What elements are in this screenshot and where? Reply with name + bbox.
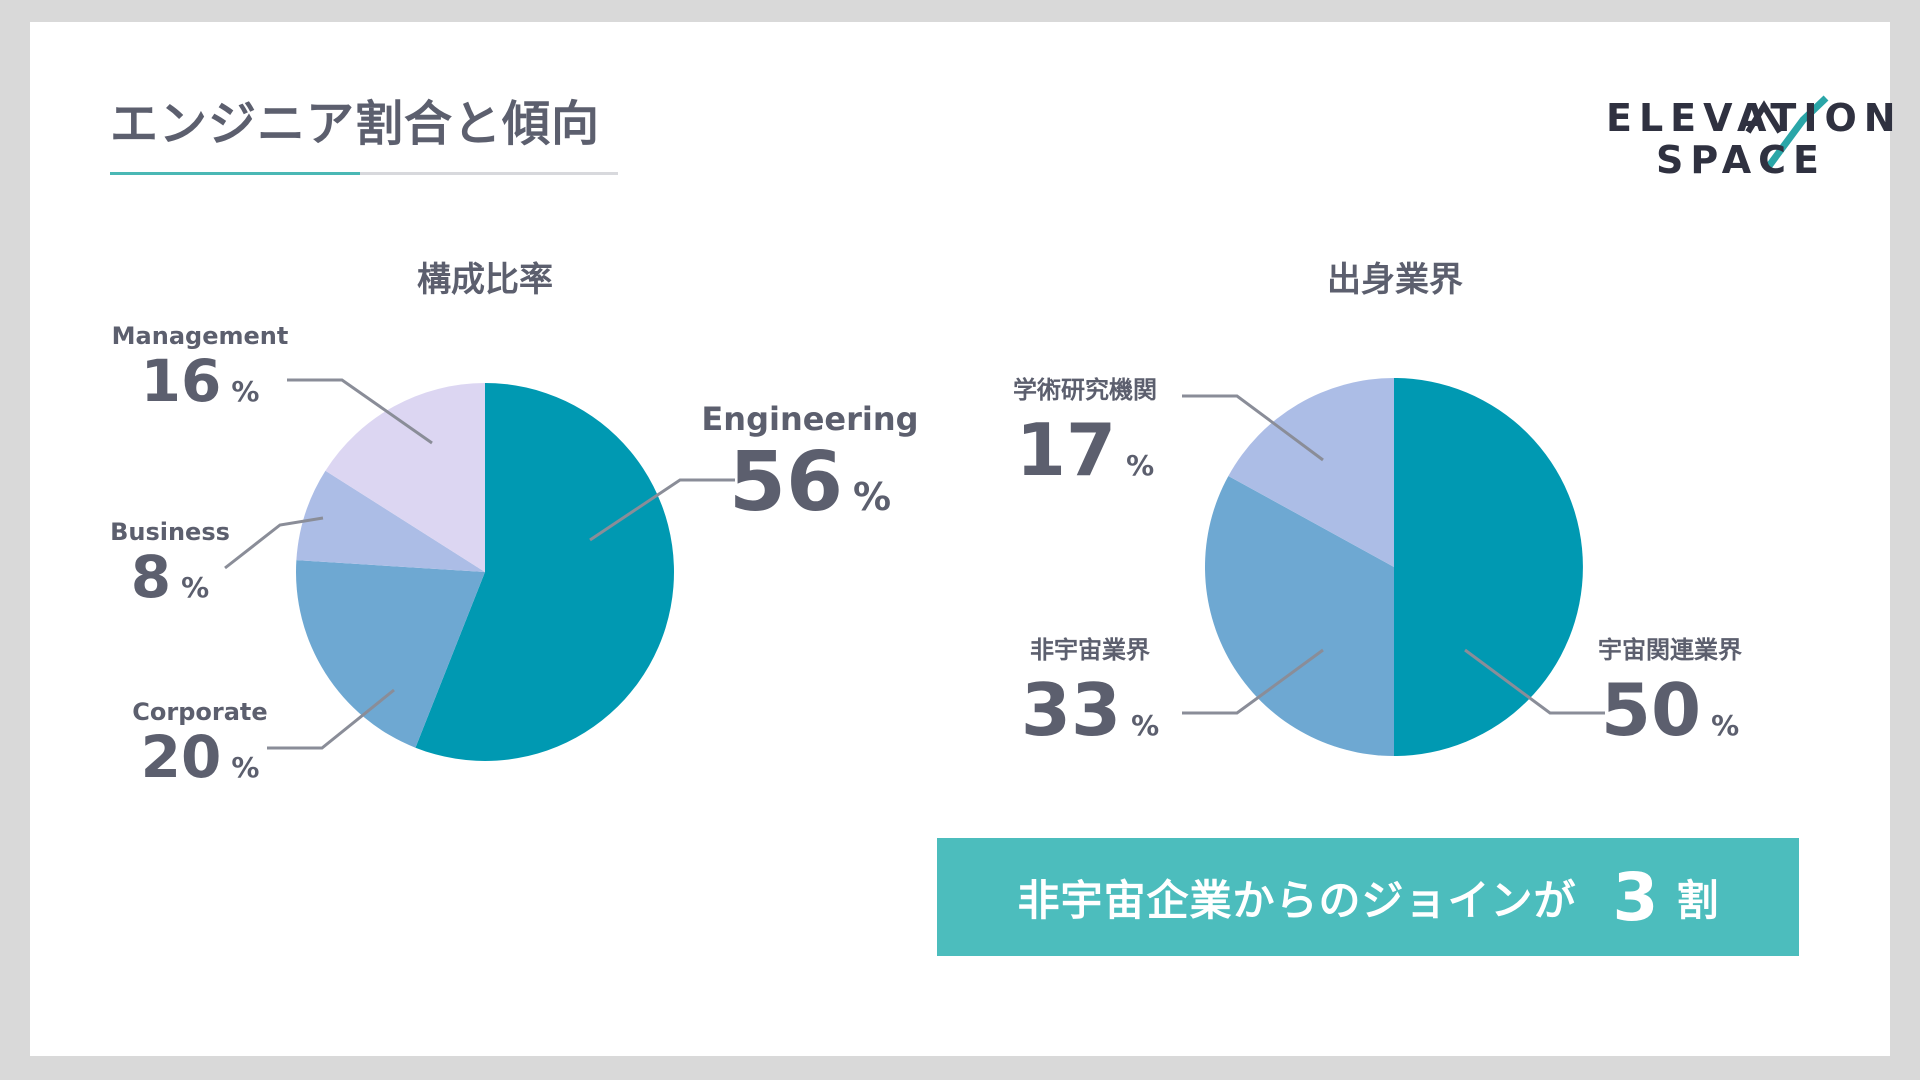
label-academic-value: 17 — [1015, 408, 1117, 492]
label-space-unit: % — [1711, 709, 1740, 742]
label-corporate-unit: % — [231, 751, 260, 784]
label-corporate: Corporate 20% — [120, 698, 280, 788]
label-academic-name: 学術研究機関 — [1013, 376, 1157, 404]
leader-management — [287, 378, 433, 445]
logo-mark-icon — [1745, 95, 1829, 173]
label-management: Management 16% — [110, 322, 290, 412]
label-non-space-value: 33 — [1020, 668, 1122, 752]
leader-corporate — [267, 688, 395, 750]
page-title: エンジニア割合と傾向 — [110, 96, 601, 152]
banner-text: 非宇宙企業からのジョインが — [1017, 875, 1577, 925]
label-engineering-unit: % — [853, 475, 892, 519]
elevation-space-logo: ELEVATION SPACE — [1598, 70, 1898, 182]
leader-space — [1464, 648, 1605, 715]
title-underline — [110, 172, 618, 175]
summary-banner: 非宇宙企業からのジョインが 3 割 — [937, 838, 1799, 956]
label-space-name: 宇宙関連業界 — [1598, 636, 1742, 664]
label-corporate-value: 20 — [140, 723, 222, 791]
composition-slice-3 — [325, 383, 485, 572]
label-business-unit: % — [181, 571, 210, 604]
leader-non-space — [1182, 648, 1324, 715]
composition-slice-1 — [296, 560, 485, 748]
label-space-value: 50 — [1600, 668, 1702, 752]
label-academic-unit: % — [1126, 449, 1155, 482]
industry-slice-0 — [1394, 378, 1583, 756]
label-non-space: 非宇宙業界 33% — [1000, 630, 1180, 755]
label-engineering-name: Engineering — [701, 400, 919, 438]
label-engineering-value: 56 — [728, 435, 844, 530]
pie-chart-composition — [296, 383, 674, 762]
chart-title-composition: 構成比率 — [417, 260, 553, 300]
label-business: Business 8% — [100, 518, 240, 608]
leader-academic — [1182, 394, 1324, 462]
label-academic: 学術研究機関 17% — [985, 370, 1185, 495]
label-business-name: Business — [110, 518, 230, 546]
label-business-value: 8 — [130, 543, 172, 611]
banner-number: 3 — [1612, 858, 1659, 936]
logo-line-1: ELEVATION — [1606, 96, 1903, 140]
label-non-space-unit: % — [1131, 709, 1160, 742]
leader-lines — [224, 378, 1605, 750]
label-management-value: 16 — [140, 347, 222, 415]
label-management-name: Management — [111, 322, 289, 350]
logo-line-2: SPACE — [1656, 138, 1826, 182]
pie-chart-industry — [1205, 378, 1583, 756]
banner-unit: 割 — [1676, 875, 1719, 925]
label-engineering: Engineering 56% — [700, 400, 920, 528]
composition-slice-0 — [415, 383, 674, 762]
label-space: 宇宙関連業界 50% — [1570, 630, 1770, 755]
industry-slice-1 — [1205, 475, 1394, 756]
chart-title-industry: 出身業界 — [1327, 260, 1463, 300]
title-underline-accent — [110, 172, 360, 175]
leader-business — [224, 516, 324, 570]
label-management-unit: % — [231, 375, 260, 408]
composition-slice-2 — [296, 470, 485, 572]
label-corporate-name: Corporate — [132, 698, 268, 726]
leader-engineering — [589, 478, 735, 542]
label-non-space-name: 非宇宙業界 — [1030, 636, 1150, 664]
industry-slice-2 — [1228, 378, 1394, 567]
